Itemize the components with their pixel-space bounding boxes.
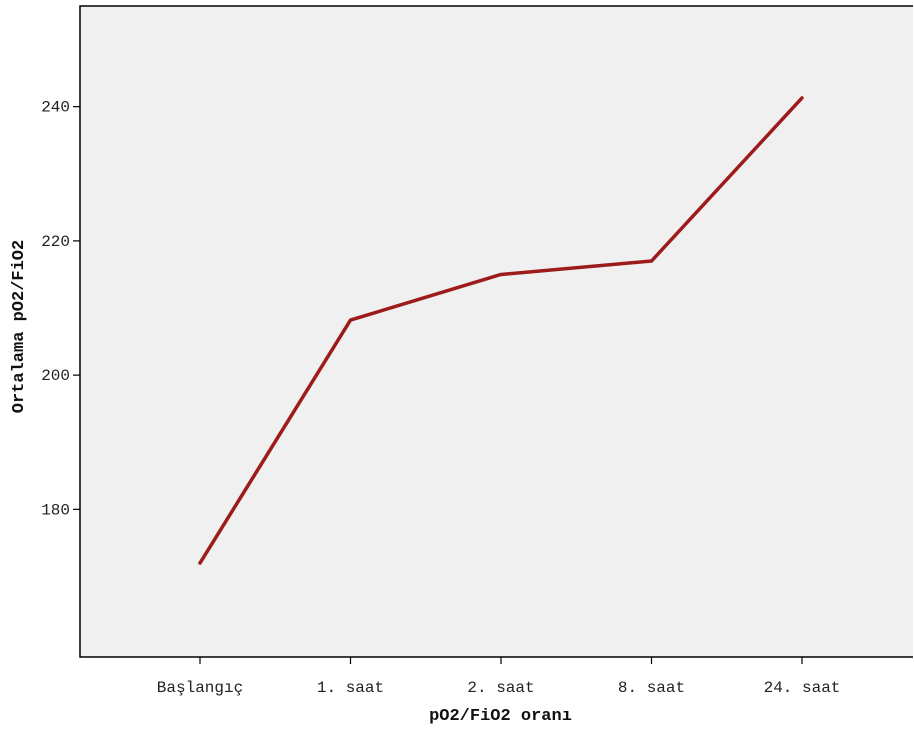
x-tick-label: 8. saat: [618, 679, 685, 697]
axis-frame: [79, 5, 913, 658]
y-tick-label: 240: [41, 99, 70, 117]
y-tick-label: 180: [41, 501, 70, 519]
x-tick-label: 2. saat: [467, 679, 534, 697]
x-tick-label: 1. saat: [317, 679, 384, 697]
x-tick-label: Başlangıç: [157, 679, 243, 697]
y-axis: 180 200 220 240: [41, 5, 913, 658]
plot-area-background: [80, 6, 913, 657]
y-axis-title: Ortalama pO2/FiO2: [10, 240, 29, 413]
series-line: [198, 96, 804, 565]
series-group: [198, 96, 804, 565]
y-tick-label: 220: [41, 233, 70, 251]
x-axis: Başlangıç 1. saat 2. saat 8. saat 24. saat: [157, 657, 841, 697]
y-tick-label: 200: [41, 367, 70, 385]
x-tick-label: 24. saat: [764, 679, 841, 697]
x-axis-title: pO2/FiO2 oranı: [429, 707, 572, 726]
